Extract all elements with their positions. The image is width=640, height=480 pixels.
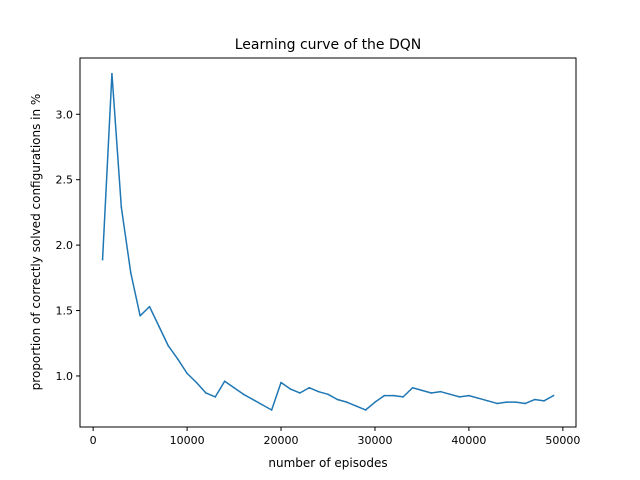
data-point (158, 325, 160, 328)
data-point (101, 258, 104, 261)
data-point (383, 394, 386, 397)
x-tick-label: 20000 (264, 434, 299, 447)
data-point (477, 397, 480, 400)
x-tick-label: 10000 (170, 434, 205, 447)
y-tick-label: 1.5 (56, 305, 74, 318)
data-point (270, 409, 273, 411)
data-point (261, 403, 264, 406)
data-point (317, 390, 320, 393)
data-point (392, 394, 395, 397)
data-point (552, 394, 555, 397)
data-point (111, 72, 113, 75)
data-point (176, 358, 179, 360)
data-point (364, 409, 367, 411)
data-point (402, 396, 404, 398)
data-point (120, 206, 123, 208)
x-axis-ticks: 0 10000 20000 30000 40000 50000 (90, 427, 580, 447)
plot-area (101, 72, 555, 411)
data-point (355, 405, 357, 407)
data-point (496, 402, 498, 405)
data-point (280, 381, 282, 384)
data-point (299, 392, 301, 394)
data-point (308, 386, 311, 389)
x-tick-label: 50000 (545, 434, 580, 447)
data-point (186, 372, 188, 375)
x-tick-label: 30000 (357, 434, 392, 447)
data-point (439, 390, 442, 393)
data-point (533, 398, 536, 401)
y-tick-label: 2.5 (56, 174, 74, 187)
data-point (345, 401, 348, 403)
data-point (524, 402, 527, 405)
data-point (205, 392, 207, 394)
y-tick-label: 3.0 (56, 108, 74, 121)
y-axis-label: proportion of correctly solved configura… (29, 94, 43, 391)
data-point (336, 398, 339, 401)
data-point (167, 345, 170, 347)
data-point (252, 398, 254, 401)
y-axis-ticks: 1.0 1.5 2.0 2.5 3.0 (56, 108, 80, 383)
data-point (242, 393, 245, 396)
data-point (505, 401, 508, 403)
data-point (289, 388, 292, 390)
data-point (421, 389, 423, 392)
plot-frame (79, 57, 577, 428)
data-point (223, 380, 226, 383)
x-tick-label: 0 (90, 434, 97, 447)
x-axis-label: number of episodes (268, 456, 387, 470)
data-point (327, 393, 329, 396)
data-point (129, 271, 132, 274)
data-point (430, 392, 433, 394)
chart-title: Learning curve of the DQN (235, 37, 422, 53)
data-point (374, 401, 376, 403)
data-point (148, 305, 151, 308)
y-tick-label: 2.0 (56, 239, 74, 252)
data-point (449, 393, 451, 396)
data-point (486, 400, 489, 402)
data-point (468, 394, 470, 397)
data-point (543, 400, 545, 402)
x-tick-label: 40000 (451, 434, 486, 447)
y-tick-label: 1.0 (56, 370, 74, 383)
data-point (214, 396, 217, 398)
data-point (195, 381, 198, 384)
data-point (233, 386, 235, 389)
data-point (515, 401, 517, 403)
data-point (411, 386, 414, 389)
data-point (458, 396, 461, 398)
data-point (139, 314, 141, 317)
